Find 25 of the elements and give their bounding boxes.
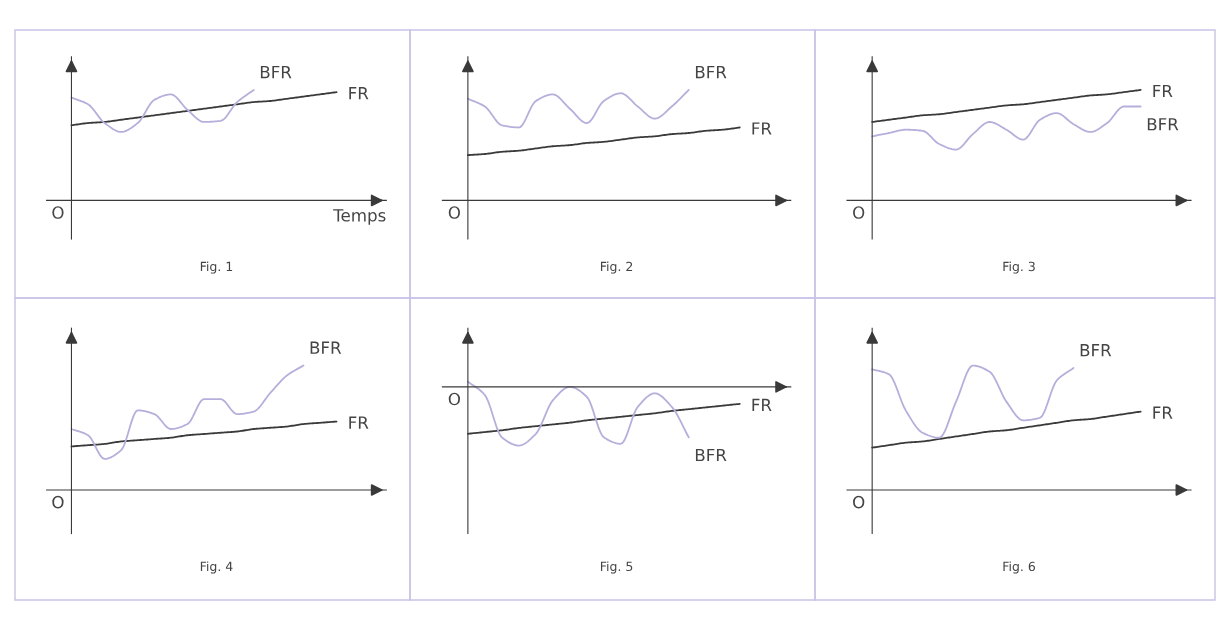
series-label: BFR [310, 341, 342, 354]
series-label: FR [1153, 84, 1173, 98]
series-label: FR [349, 87, 369, 100]
series-label: BFR [260, 65, 292, 79]
x-axis-title: Temps [333, 209, 386, 225]
text: O [448, 206, 460, 219]
series-label: FR [752, 122, 772, 135]
series-label: BFR [695, 448, 727, 462]
series-label: BFR [695, 65, 727, 79]
text: O [52, 206, 64, 219]
series-label: BFR [1147, 118, 1179, 131]
annotation: O [448, 392, 460, 406]
series-label: BFR [1080, 344, 1112, 357]
text: Fig. 4 [200, 561, 233, 574]
series-label: FR [349, 416, 369, 429]
text: O [52, 495, 64, 509]
text: Fig. 3 [1003, 261, 1035, 274]
text: Fig. 1 [200, 261, 233, 274]
text: Fig. 2 [600, 261, 633, 274]
series-label: FR [1153, 406, 1173, 419]
text: O [853, 206, 865, 219]
text: O [853, 495, 865, 509]
text: Fig. 6 [1003, 561, 1036, 574]
legend-label: FR [752, 398, 772, 411]
text: Fig. 5 [600, 561, 633, 574]
